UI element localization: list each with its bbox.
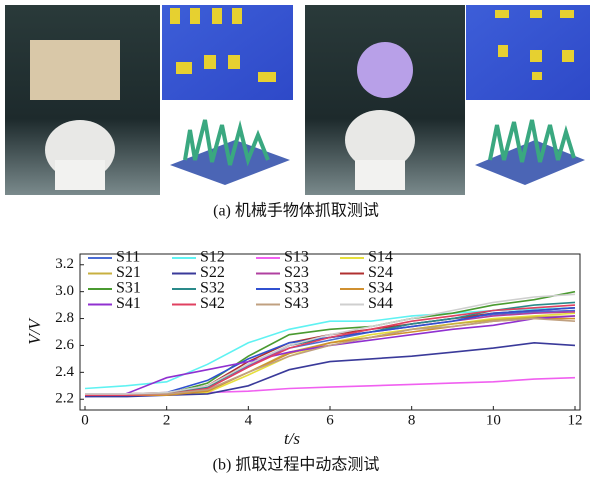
legend-label: S24: [368, 264, 393, 281]
x-tick-label: 8: [408, 412, 416, 428]
legend-label: S13: [284, 249, 309, 266]
photo-left: [5, 5, 160, 195]
x-tick-label: 2: [163, 412, 171, 428]
legend-label: S41: [116, 295, 141, 312]
y-tick-label: 2.8: [55, 310, 74, 326]
heatmap-right: [466, 5, 590, 100]
y-tick-label: 3.2: [55, 256, 74, 272]
y-tick-label: 2.6: [55, 337, 74, 353]
photo-right: [305, 5, 465, 195]
y-tick-label: 2.2: [55, 391, 74, 407]
x-tick-label: 0: [81, 412, 89, 428]
legend-label: S43: [284, 295, 309, 312]
caption-a: (a) 机械手物体抓取测试: [213, 202, 379, 220]
y-axis-label: V/V: [25, 317, 44, 345]
legend-label: S21: [116, 264, 141, 281]
legend-label: S32: [200, 280, 225, 297]
heatmap-left: [162, 5, 293, 100]
legend-label: S34: [368, 280, 393, 297]
legend-label: S11: [116, 249, 140, 266]
legend-label: S14: [368, 249, 393, 266]
legend-label: S31: [116, 280, 141, 297]
legend-label: S23: [284, 264, 309, 281]
x-tick-label: 4: [245, 412, 253, 428]
x-axis-label: t/s: [284, 429, 300, 448]
caption-b: (b) 抓取过程中动态测试: [213, 456, 380, 474]
legend-label: S42: [200, 295, 225, 312]
legend-label: S12: [200, 249, 225, 266]
x-tick-label: 6: [326, 412, 334, 428]
x-tick-label: 10: [486, 412, 501, 428]
y-tick-label: 2.4: [55, 364, 74, 380]
figure: (a) 机械手物体抓取测试 (b) 抓取过程中动态测试 t/s V/V 0 2 4 6…: [0, 0, 592, 482]
x-tick-label: 12: [568, 412, 583, 428]
legend-label: S22: [200, 264, 225, 281]
series-line: [85, 343, 575, 397]
legend-label: S33: [284, 280, 309, 297]
legend-label: S44: [368, 295, 393, 312]
surface-right: [466, 100, 590, 195]
y-tick-label: 3.0: [55, 283, 74, 299]
surface-left: [162, 100, 293, 195]
